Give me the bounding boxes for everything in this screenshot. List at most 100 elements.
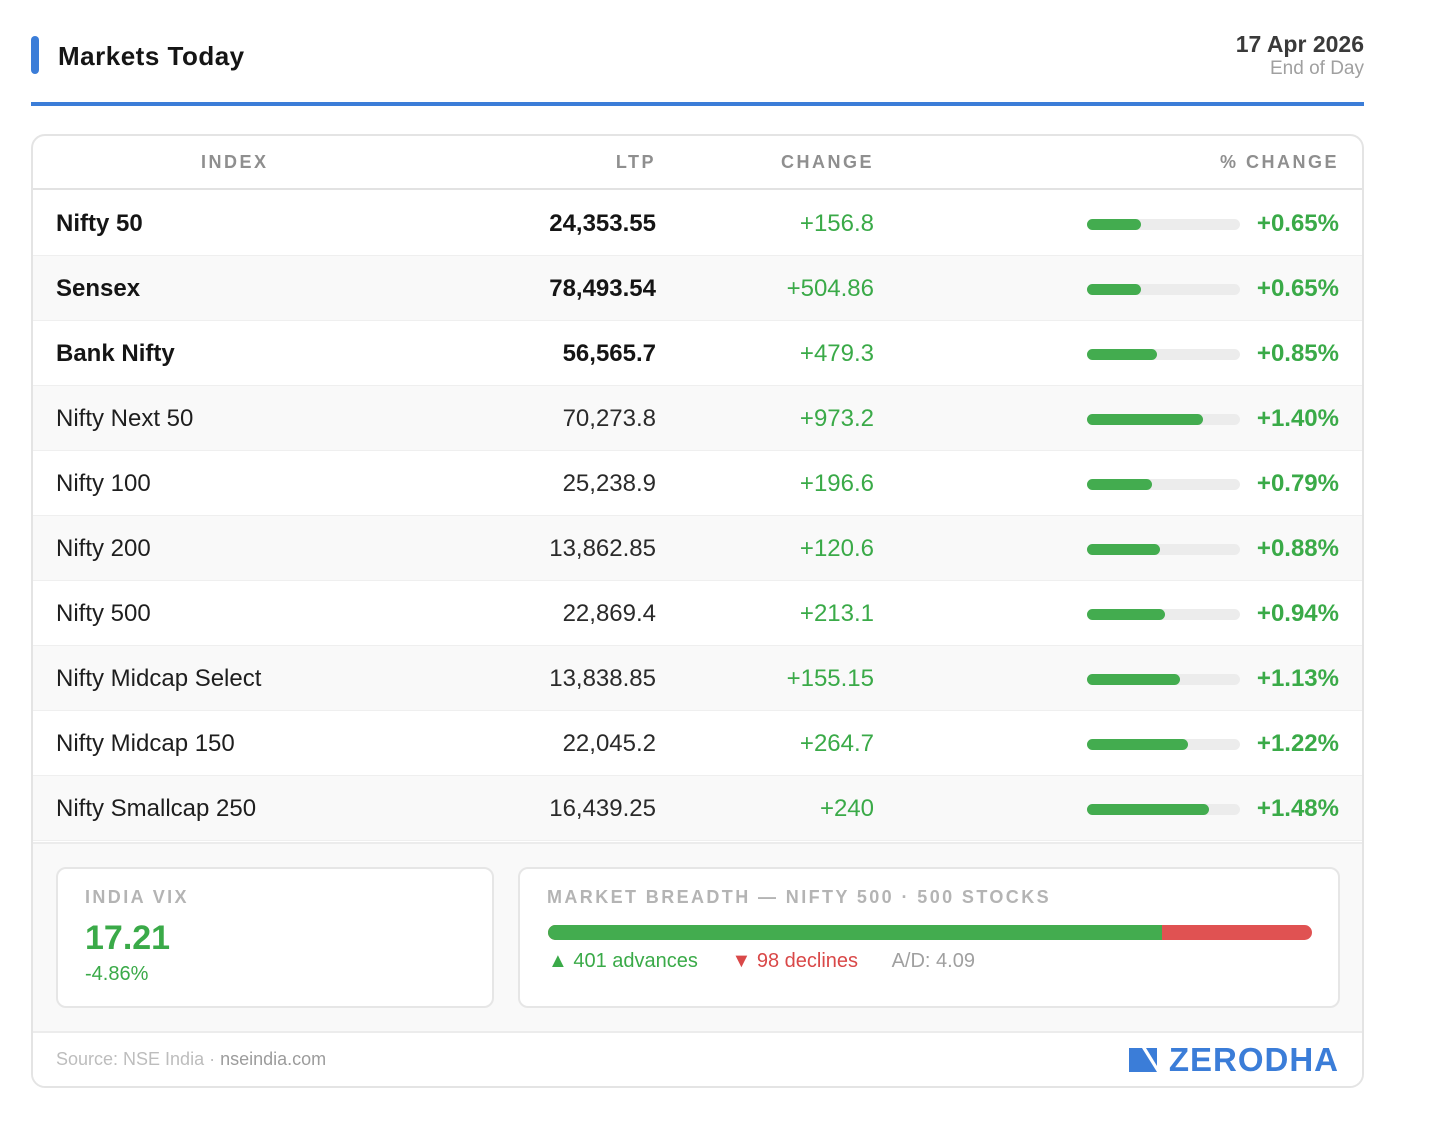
summary-panel: INDIA VIX 17.21 -4.86% MARKET BREADTH — … bbox=[33, 842, 1362, 1031]
pct-change-bar-track bbox=[1087, 544, 1240, 555]
pct-change-bar-track bbox=[1087, 479, 1240, 490]
index-name: Bank Nifty bbox=[56, 340, 175, 367]
header: Markets Today 17 Apr 2026 End of Day bbox=[31, 28, 1364, 108]
index-name: Nifty 50 bbox=[56, 210, 143, 237]
index-ltp: 78,493.54 bbox=[549, 275, 656, 302]
pct-change-bar-track bbox=[1087, 349, 1240, 360]
index-pct-change: +0.85% bbox=[1256, 340, 1339, 367]
title-accent-bar bbox=[31, 36, 39, 74]
index-ltp: 16,439.25 bbox=[549, 795, 656, 822]
page-title: Markets Today bbox=[58, 41, 245, 71]
index-name: Nifty Midcap Select bbox=[56, 665, 262, 692]
index-change: +240 bbox=[819, 795, 874, 822]
index-ltp: 56,565.7 bbox=[562, 340, 656, 367]
pct-change-bar-fill bbox=[1087, 544, 1160, 555]
pct-change-bar-fill bbox=[1087, 349, 1157, 360]
table-row: Sensex 78,493.54 +504.86 +0.65% bbox=[33, 256, 1362, 321]
breadth-bar bbox=[548, 925, 1312, 940]
pct-change-bar-fill bbox=[1087, 739, 1188, 750]
brand-name: ZERODHA bbox=[1168, 1041, 1339, 1078]
pct-change-bar-fill bbox=[1087, 804, 1209, 815]
report-session: End of Day bbox=[1270, 58, 1364, 79]
index-pct-change: +1.40% bbox=[1256, 405, 1339, 432]
index-name: Sensex bbox=[56, 275, 141, 302]
index-change: +156.8 bbox=[799, 210, 874, 237]
index-pct-change: +1.22% bbox=[1256, 730, 1339, 757]
index-ltp: 22,045.2 bbox=[562, 730, 656, 757]
vix-change: -4.86% bbox=[85, 963, 149, 985]
header-divider bbox=[31, 102, 1364, 106]
index-ltp: 24,353.55 bbox=[549, 210, 656, 237]
table-row: Nifty 50 24,353.55 +156.8 +0.65% bbox=[33, 191, 1362, 256]
ad-ratio: A/D: 4.09 bbox=[891, 950, 975, 972]
brand: ZERODHA bbox=[1128, 1041, 1339, 1078]
table-row: Nifty 100 25,238.9 +196.6 +0.79% bbox=[33, 451, 1362, 516]
footer: Source: NSE India · nseindia.com ZERODHA bbox=[33, 1031, 1362, 1086]
table-row: Nifty Smallcap 250 16,439.25 +240 +1.48% bbox=[33, 776, 1362, 841]
index-ltp: 13,862.85 bbox=[549, 535, 656, 562]
market-breadth-box: MARKET BREADTH — NIFTY 500 · 500 STOCKS … bbox=[518, 867, 1340, 1008]
pct-change-bar-fill bbox=[1087, 609, 1165, 620]
table-row: Bank Nifty 56,565.7 +479.3 +0.85% bbox=[33, 321, 1362, 386]
table-row: Nifty Next 50 70,273.8 +973.2 +1.40% bbox=[33, 386, 1362, 451]
table-row: Nifty Midcap Select 13,838.85 +155.15 +1.13… bbox=[33, 646, 1362, 711]
table-row: Nifty 500 22,869.4 +213.1 +0.94% bbox=[33, 581, 1362, 646]
index-pct-change: +1.13% bbox=[1256, 665, 1339, 692]
index-name: Nifty Next 50 bbox=[56, 405, 194, 432]
index-pct-change: +0.88% bbox=[1256, 535, 1339, 562]
pct-change-bar-fill bbox=[1087, 479, 1152, 490]
index-change: +120.6 bbox=[799, 535, 874, 562]
breadth-stats: ▲ 401 advances ▼ 98 declines A/D: 4.09 bbox=[548, 950, 1003, 973]
index-name: Nifty Smallcap 250 bbox=[56, 795, 257, 822]
index-ltp: 70,273.8 bbox=[562, 405, 656, 432]
pct-change-bar-track bbox=[1087, 284, 1240, 295]
breadth-label: MARKET BREADTH — NIFTY 500 · 500 STOCKS bbox=[547, 887, 1052, 907]
india-vix-box: INDIA VIX 17.21 -4.86% bbox=[56, 867, 494, 1008]
vix-value: 17.21 bbox=[85, 919, 171, 957]
index-pct-change: +0.94% bbox=[1256, 600, 1339, 627]
markets-card: INDEX LTP CHANGE % CHANGE Nifty 50 24,353… bbox=[31, 134, 1364, 1088]
pct-change-bar-fill bbox=[1087, 219, 1141, 230]
pct-change-bar-track bbox=[1087, 414, 1240, 425]
index-pct-change: +0.65% bbox=[1256, 275, 1339, 302]
index-change: +973.2 bbox=[799, 405, 874, 432]
pct-change-bar-fill bbox=[1087, 414, 1203, 425]
pct-change-bar-fill bbox=[1087, 284, 1141, 295]
index-ltp: 25,238.9 bbox=[562, 470, 656, 497]
column-header-ltp: LTP bbox=[615, 152, 656, 172]
column-header-pct-change: % CHANGE bbox=[1219, 152, 1339, 172]
column-header-change: CHANGE bbox=[780, 152, 874, 172]
column-header-index: INDEX bbox=[201, 152, 269, 172]
breadth-advances-fill bbox=[548, 925, 1162, 940]
index-change: +213.1 bbox=[799, 600, 874, 627]
table-row: Nifty 200 13,862.85 +120.6 +0.88% bbox=[33, 516, 1362, 581]
table-header: INDEX LTP CHANGE % CHANGE bbox=[33, 136, 1362, 190]
report-date: 17 Apr 2026 bbox=[1235, 31, 1364, 57]
zerodha-logo-icon bbox=[1128, 1048, 1157, 1072]
index-ltp: 22,869.4 bbox=[562, 600, 656, 627]
table-row: Nifty Midcap 150 22,045.2 +264.7 +1.22% bbox=[33, 711, 1362, 776]
index-name: Nifty 200 bbox=[56, 535, 151, 562]
index-name: Nifty 100 bbox=[56, 470, 151, 497]
pct-change-bar-track bbox=[1087, 739, 1240, 750]
source-prefix: Source: NSE India · bbox=[56, 1049, 221, 1069]
pct-change-bar-track bbox=[1087, 219, 1240, 230]
source-credit: Source: NSE India · nseindia.com bbox=[56, 1049, 326, 1070]
index-name: Nifty Midcap 150 bbox=[56, 730, 235, 757]
index-pct-change: +0.79% bbox=[1256, 470, 1339, 497]
pct-change-bar-fill bbox=[1087, 674, 1180, 685]
index-pct-change: +0.65% bbox=[1256, 210, 1339, 237]
index-pct-change: +1.48% bbox=[1256, 795, 1339, 822]
index-change: +155.15 bbox=[786, 665, 874, 692]
source-site: nseindia.com bbox=[220, 1049, 327, 1069]
index-change: +479.3 bbox=[799, 340, 874, 367]
pct-change-bar-track bbox=[1087, 609, 1240, 620]
vix-label: INDIA VIX bbox=[85, 887, 189, 907]
pct-change-bar-track bbox=[1087, 674, 1240, 685]
index-ltp: 13,838.85 bbox=[549, 665, 656, 692]
index-change: +264.7 bbox=[799, 730, 874, 757]
pct-change-bar-track bbox=[1087, 804, 1240, 815]
index-name: Nifty 500 bbox=[56, 600, 151, 627]
declines-count: ▼ 98 declines bbox=[731, 950, 859, 972]
advances-count: ▲ 401 advances bbox=[548, 950, 698, 972]
